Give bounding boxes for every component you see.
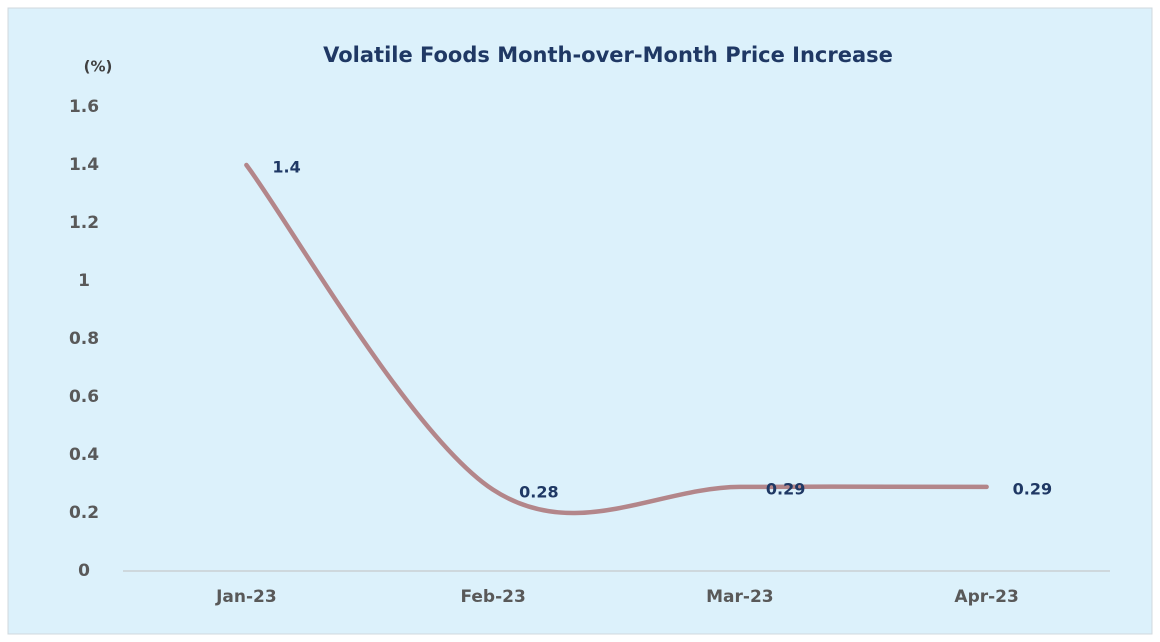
y-tick-label: 0.8	[69, 329, 99, 349]
data-label: 0.29	[1013, 479, 1052, 498]
x-tick-label: Feb-23	[460, 587, 525, 607]
data-label: 0.28	[519, 482, 558, 501]
data-label: 1.4	[272, 158, 300, 177]
chart-background	[7, 7, 1153, 635]
line	[244, 162, 989, 516]
y-tick-label: 0.2	[69, 503, 99, 523]
y-tick-label: 0	[78, 561, 90, 581]
y-axis-label: (%)	[84, 58, 113, 76]
y-tick-label: 0.4	[69, 445, 99, 465]
x-tick-label: Apr-23	[954, 587, 1018, 607]
y-tick-label: 1.6	[69, 97, 99, 117]
x-tick-label: Mar-23	[706, 587, 774, 607]
y-tick-label: 1	[78, 271, 90, 291]
chart-title: Volatile Foods Month-over-Month Price In…	[323, 43, 893, 67]
y-tick-label: 1.4	[69, 155, 99, 175]
y-tick-label: 1.2	[69, 213, 99, 233]
data-label: 0.29	[766, 479, 805, 498]
x-tick-label: Jan-23	[215, 587, 277, 607]
y-tick-label: 0.6	[69, 387, 99, 407]
